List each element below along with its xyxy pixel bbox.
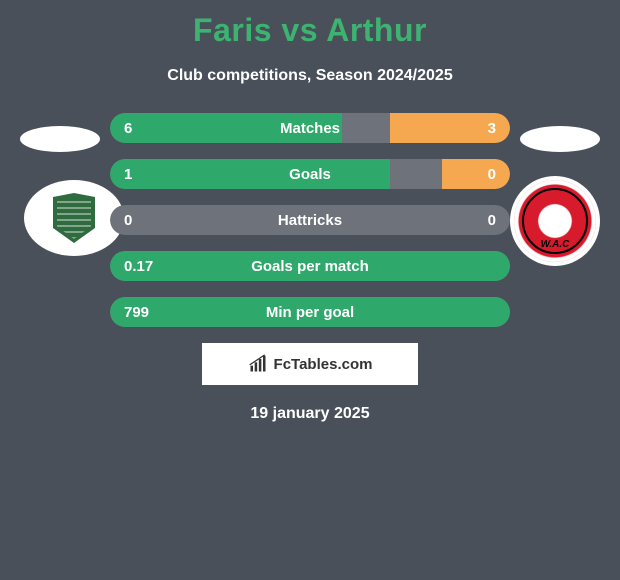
stat-label: Goals per match (174, 258, 446, 275)
stat-value-left: 799 (110, 304, 174, 321)
shield-icon (53, 193, 95, 243)
stat-value-right: 0 (446, 212, 510, 229)
subtitle: Club competitions, Season 2024/2025 (0, 67, 620, 85)
brand-badge: FcTables.com (202, 343, 418, 385)
stats-container: 6Matches31Goals00Hattricks00.17Goals per… (110, 113, 510, 327)
page-title: Faris vs Arthur (0, 0, 620, 49)
club-right-logo (510, 176, 600, 266)
stat-value-right: 3 (446, 120, 510, 137)
stat-value-left: 6 (110, 120, 174, 137)
stat-label: Min per goal (174, 304, 446, 321)
player-right-avatar (520, 126, 600, 152)
player-left-avatar (20, 126, 100, 152)
stat-row: 1Goals0 (110, 159, 510, 189)
club-badge-icon (514, 180, 596, 262)
stat-label: Hattricks (174, 212, 446, 229)
stat-value-left: 0.17 (110, 258, 174, 275)
stat-label: Matches (174, 120, 446, 137)
stat-value-left: 1 (110, 166, 174, 183)
club-left-logo (24, 180, 124, 256)
stat-row: 0.17Goals per match (110, 251, 510, 281)
stat-row: 0Hattricks0 (110, 205, 510, 235)
stat-label: Goals (174, 166, 446, 183)
stat-row: 799Min per goal (110, 297, 510, 327)
date-text: 19 january 2025 (0, 405, 620, 423)
bar-chart-icon (248, 354, 268, 374)
stat-value-left: 0 (110, 212, 174, 229)
brand-text: FcTables.com (274, 356, 373, 373)
stat-row: 6Matches3 (110, 113, 510, 143)
stat-value-right: 0 (446, 166, 510, 183)
